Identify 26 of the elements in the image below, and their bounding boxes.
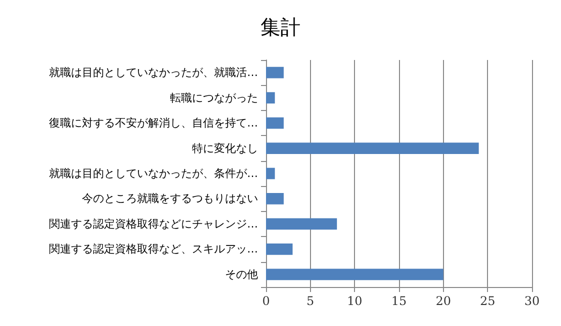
bar	[266, 66, 284, 78]
y-tick-label: 関連する認定資格取得などにチャレンジ…	[49, 217, 258, 230]
x-tick-label: 30	[524, 294, 540, 308]
chart-title: 集計	[260, 15, 300, 39]
bar	[266, 218, 337, 230]
x-tick-label: 25	[480, 294, 496, 308]
y-tick-label: 復職に対する不安が解消し、自信を持て…	[49, 116, 258, 130]
bar	[266, 168, 275, 180]
y-tick-label: 就職は目的としていなかったが、条件が…	[49, 167, 258, 180]
x-tick-label: 0	[262, 294, 270, 308]
y-tick-label: 関連する認定資格取得など、スキルアッ…	[49, 242, 258, 256]
x-tick-label: 10	[347, 294, 362, 308]
y-tick-label: 特に変化なし	[192, 142, 258, 155]
bar	[266, 117, 284, 129]
y-tick-label: 就職は目的としていなかったが、就職活…	[49, 66, 258, 80]
x-tick-label: 15	[391, 294, 407, 308]
bar	[266, 142, 479, 154]
y-tick-label: 今のところ就職をするつもりはない	[82, 192, 258, 206]
bar	[266, 92, 275, 104]
bar	[266, 268, 444, 280]
x-tick-label: 20	[436, 294, 451, 308]
x-tick-label: 5	[306, 294, 314, 308]
y-tick-label: その他	[225, 268, 258, 281]
bar	[266, 243, 293, 255]
y-tick-label: 転職につながった	[170, 91, 258, 104]
bar	[266, 193, 284, 204]
